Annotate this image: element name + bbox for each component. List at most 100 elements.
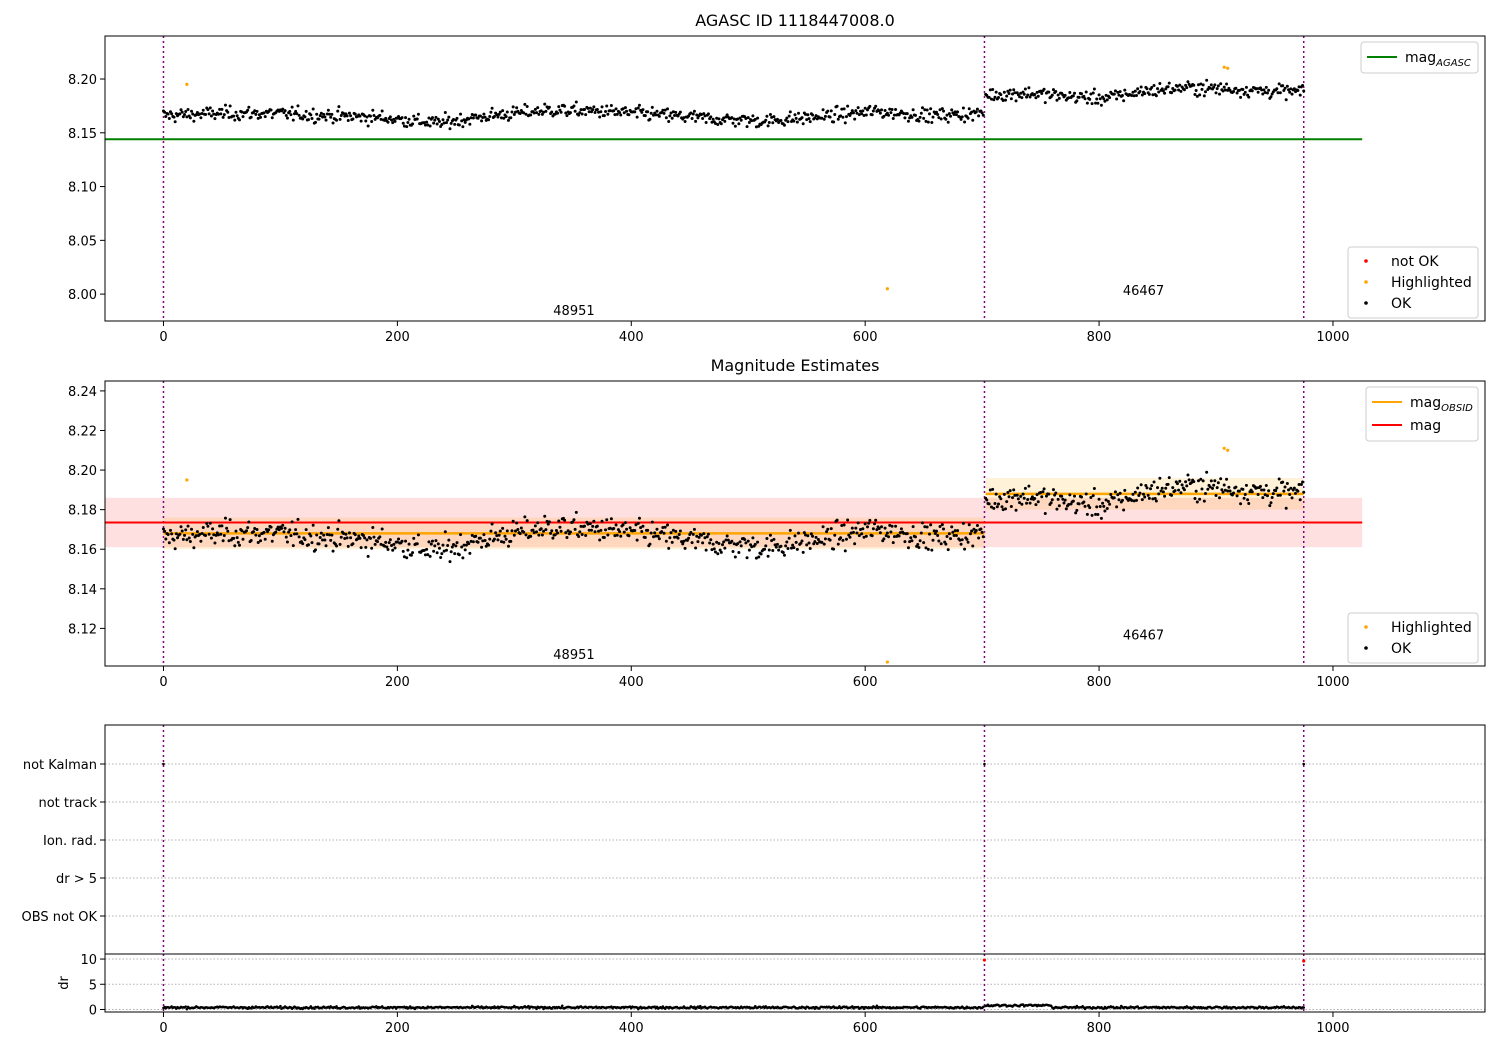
ok-point (504, 537, 508, 541)
ok-point (855, 111, 859, 115)
ok-point (512, 112, 516, 116)
ok-point (505, 110, 509, 114)
ok-point (234, 110, 238, 114)
ok-point (999, 93, 1003, 97)
ok-point (1064, 507, 1068, 511)
ok-point (384, 116, 388, 120)
ok-point (321, 538, 325, 542)
ok-point (206, 108, 210, 112)
ok-point (358, 536, 362, 540)
ok-point (713, 550, 717, 554)
ok-point (1035, 90, 1039, 94)
ok-point (326, 108, 330, 112)
flag-label: dr > 5 (56, 872, 97, 887)
ok-point (1171, 87, 1175, 91)
ok-point (1043, 101, 1047, 105)
ok-point (764, 118, 768, 122)
ok-point (835, 518, 839, 522)
ok-point (821, 525, 825, 529)
ok-point (909, 536, 913, 540)
ok-point (235, 114, 239, 118)
ok-point (267, 528, 271, 532)
ok-point (246, 108, 250, 112)
ok-point (1025, 501, 1029, 505)
ok-point (853, 542, 857, 546)
ok-point (1234, 485, 1238, 489)
ok-point (1143, 495, 1147, 499)
ok-point (509, 116, 513, 120)
ok-point (545, 519, 549, 523)
ok-point (625, 109, 629, 113)
ok-point (992, 506, 996, 510)
ok-point (303, 538, 307, 542)
ok-point (1205, 78, 1209, 82)
ok-point (518, 532, 522, 536)
ok-point (319, 111, 323, 115)
ok-point (822, 117, 826, 121)
ok-point (1034, 503, 1038, 507)
ok-point (804, 533, 808, 537)
ok-point (402, 555, 406, 559)
ok-point (640, 110, 644, 114)
ok-point (1255, 486, 1259, 490)
ok-point (1054, 89, 1058, 93)
ok-point (1246, 498, 1250, 502)
y-tick-label: 8.18 (68, 504, 97, 519)
ok-point (1299, 482, 1303, 486)
flag-label: not Kalman (23, 758, 97, 773)
ok-point (168, 528, 172, 532)
ok-point (597, 529, 601, 533)
ok-point (1082, 500, 1086, 504)
ok-point (1138, 491, 1142, 495)
ok-point (656, 534, 660, 538)
ok-point (390, 543, 394, 547)
ok-point (1214, 493, 1218, 497)
ok-point (615, 533, 619, 537)
ok-point (405, 556, 409, 560)
ok-point (1199, 477, 1203, 481)
ok-point (1227, 485, 1231, 489)
ok-point (400, 116, 404, 120)
ok-point (326, 526, 330, 530)
ok-point (1244, 85, 1248, 89)
ok-point (1158, 476, 1162, 480)
ok-point (1091, 494, 1095, 498)
ok-point (935, 529, 939, 533)
ok-point (1145, 87, 1149, 91)
ok-point (506, 544, 510, 548)
ok-point (416, 112, 420, 116)
ok-point (1292, 486, 1296, 490)
ok-point (425, 547, 429, 551)
ok-point (739, 544, 743, 548)
ok-point (471, 540, 475, 544)
ok-point (772, 115, 776, 119)
ok-point (378, 113, 382, 117)
ok-point (841, 115, 845, 119)
ok-point (497, 533, 501, 537)
ok-point (1104, 93, 1108, 97)
ok-point (336, 109, 340, 113)
ok-point (946, 548, 950, 552)
ok-point (648, 542, 652, 546)
ok-point (314, 120, 318, 124)
ok-point (1163, 91, 1167, 95)
ok-point (1090, 102, 1094, 106)
ok-point (474, 534, 478, 538)
ok-point (927, 532, 931, 536)
ok-point (366, 124, 370, 128)
ok-point (523, 515, 527, 519)
ok-point (815, 541, 819, 545)
ok-point (192, 546, 196, 550)
dr-point (981, 1005, 985, 1009)
ok-point (579, 108, 583, 112)
ok-point (1077, 95, 1081, 99)
ok-point (283, 109, 287, 113)
ok-point (787, 536, 791, 540)
ok-point (709, 115, 713, 119)
ok-point (846, 104, 850, 108)
ok-point (823, 114, 827, 118)
ok-point (719, 122, 723, 126)
ok-point (917, 546, 921, 550)
ok-point (640, 530, 644, 534)
